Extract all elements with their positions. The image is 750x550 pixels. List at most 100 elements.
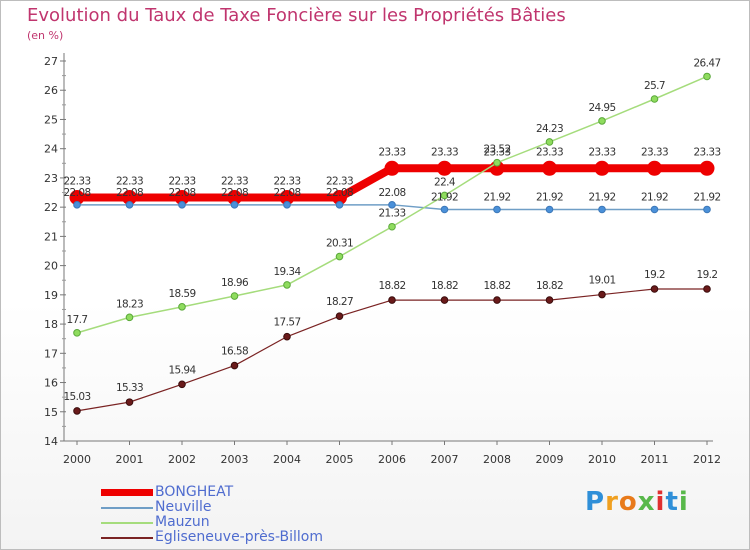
x-tick-label: 2011 xyxy=(641,453,669,466)
data-label-0-3: 22.33 xyxy=(221,176,248,188)
data-point-3-6 xyxy=(388,296,396,304)
data-point-2-4 xyxy=(283,281,291,289)
data-label-0-5: 22.33 xyxy=(326,176,353,188)
data-point-3-0 xyxy=(73,407,81,415)
data-point-3-12 xyxy=(703,285,711,293)
data-point-3-1 xyxy=(125,398,134,406)
y-tick-label: 22 xyxy=(44,201,58,214)
data-point-3-7 xyxy=(440,296,449,304)
x-tick-label: 2005 xyxy=(326,453,354,466)
data-label-0-8: 23.33 xyxy=(483,146,510,158)
legend-label-mauzun: Mauzun xyxy=(155,514,210,530)
data-label-1-9: 21.92 xyxy=(536,191,563,203)
data-point-2-9 xyxy=(545,138,554,146)
legend-item-mauzun[interactable]: Mauzun xyxy=(101,515,323,530)
data-point-3-2 xyxy=(178,380,186,389)
data-label-3-8: 18.82 xyxy=(483,280,510,292)
data-point-0-12 xyxy=(699,160,715,176)
data-label-2-1: 18.23 xyxy=(116,298,143,310)
data-label-3-2: 15.94 xyxy=(168,364,196,376)
y-tick-label: 17 xyxy=(44,347,58,360)
x-tick-label: 2012 xyxy=(693,453,721,466)
data-point-3-8 xyxy=(493,296,501,304)
data-label-1-6: 22.08 xyxy=(378,187,405,199)
data-label-2-3: 18.96 xyxy=(221,277,249,289)
legend-label-bongheat: BONGHEAT xyxy=(155,484,234,500)
y-tick-label: 18 xyxy=(44,318,58,331)
x-tick-label: 2010 xyxy=(588,453,616,466)
legend-swatch-neuville xyxy=(101,506,153,509)
data-point-3-4 xyxy=(283,332,291,341)
logo-letter: r xyxy=(605,487,619,517)
data-label-0-7: 23.33 xyxy=(431,146,458,158)
data-label-2-0: 17.7 xyxy=(67,314,88,326)
y-tick-label: 19 xyxy=(44,289,58,302)
y-tick-label: 20 xyxy=(44,260,58,273)
data-point-1-8 xyxy=(493,205,501,214)
data-label-1-2: 22.08 xyxy=(168,187,195,199)
legend-label-egliseneuve: Egliseneuve-près-Billom xyxy=(155,529,323,545)
x-tick-label: 2003 xyxy=(221,453,249,466)
data-label-3-4: 17.57 xyxy=(273,317,300,329)
data-point-2-8 xyxy=(493,158,501,167)
proxiti-logo: Proxiti xyxy=(585,487,689,517)
plot-area: 14 15 16 17 18 19 20 21 22 23 24 25 26 27 2000 2001 2002… xyxy=(44,53,721,466)
y-axis-unit-label: (en %) xyxy=(27,29,64,42)
legend-swatch-egliseneuve xyxy=(101,536,153,539)
data-point-0-10 xyxy=(594,160,610,176)
data-label-1-7: 21.92 xyxy=(431,191,458,203)
data-label-2-5: 20.31 xyxy=(326,238,353,250)
data-point-2-1 xyxy=(125,313,134,322)
data-point-1-3 xyxy=(230,201,239,209)
data-label-2-8: 23.52 xyxy=(483,144,510,156)
data-label-1-10: 21.92 xyxy=(588,191,615,203)
legend-swatch-bongheat xyxy=(101,489,153,496)
data-label-3-11: 19.2 xyxy=(644,269,665,281)
data-label-3-7: 18.82 xyxy=(431,280,458,292)
data-point-2-10 xyxy=(598,117,606,125)
data-label-3-0: 15.03 xyxy=(63,391,90,403)
data-point-2-7 xyxy=(440,191,449,200)
data-label-3-9: 18.82 xyxy=(536,280,563,292)
legend-item-egliseneuve[interactable]: Egliseneuve-près-Billom xyxy=(101,530,323,545)
data-label-3-3: 16.58 xyxy=(221,346,248,358)
x-tick-label: 2006 xyxy=(378,453,406,466)
data-point-2-0 xyxy=(73,329,81,337)
x-tick-label: 2001 xyxy=(116,453,144,466)
data-label-2-11: 25.7 xyxy=(644,80,665,92)
data-point-2-12 xyxy=(703,72,711,81)
data-point-1-6 xyxy=(388,201,396,209)
data-point-3-3 xyxy=(230,361,239,370)
data-label-3-10: 19.01 xyxy=(588,275,615,287)
data-label-2-6: 21.33 xyxy=(378,208,405,220)
x-tick-label: 2008 xyxy=(483,453,511,466)
legend-swatch-mauzun xyxy=(101,521,153,524)
data-label-1-11: 21.92 xyxy=(641,191,668,203)
logo-letter: i xyxy=(655,487,666,517)
data-point-1-9 xyxy=(545,205,554,214)
data-point-1-11 xyxy=(650,205,659,214)
x-tick-label: 2004 xyxy=(273,453,301,466)
legend-item-neuville[interactable]: Neuville xyxy=(101,500,323,515)
y-tick-label: 16 xyxy=(44,377,58,390)
data-label-0-2: 22.33 xyxy=(168,176,195,188)
data-label-1-12: 21.92 xyxy=(693,191,720,203)
data-point-1-0 xyxy=(73,201,81,209)
data-label-1-5: 22.08 xyxy=(326,187,353,199)
x-tick-label: 2002 xyxy=(168,453,196,466)
data-point-1-4 xyxy=(283,201,291,209)
chart-title: Evolution du Taux de Taxe Foncière sur l… xyxy=(27,5,566,26)
data-point-1-5 xyxy=(335,201,344,209)
y-tick-label: 25 xyxy=(44,113,58,126)
legend-item-bongheat[interactable]: BONGHEAT xyxy=(101,485,323,500)
y-tick-label: 24 xyxy=(44,143,58,156)
legend-label-neuville: Neuville xyxy=(155,499,212,515)
y-tick-label: 14 xyxy=(44,435,58,448)
data-point-3-9 xyxy=(545,296,554,304)
data-label-0-12: 23.33 xyxy=(693,146,720,158)
data-point-1-7 xyxy=(440,205,449,214)
logo-letter: t xyxy=(665,487,679,517)
data-label-0-4: 22.33 xyxy=(273,176,300,188)
data-label-0-11: 23.33 xyxy=(641,146,668,158)
